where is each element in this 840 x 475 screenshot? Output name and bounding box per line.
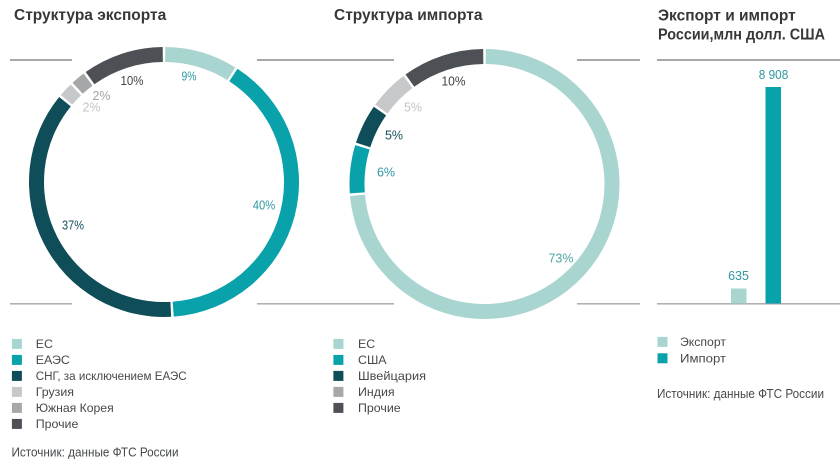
svg-text:Импорт: Импорт xyxy=(680,352,726,366)
svg-text:Экспорт: Экспорт xyxy=(680,335,726,349)
svg-text:5%: 5% xyxy=(404,101,422,115)
svg-text:2%: 2% xyxy=(82,101,100,115)
svg-text:Структура импорта: Структура импорта xyxy=(334,7,483,24)
svg-text:9%: 9% xyxy=(182,70,197,84)
svg-text:Прочие: Прочие xyxy=(36,417,79,431)
svg-text:Грузия: Грузия xyxy=(36,385,74,399)
svg-text:Индия: Индия xyxy=(358,385,395,399)
svg-text:России,млн долл. США: России,млн долл. США xyxy=(658,27,825,44)
svg-text:Южная Корея: Южная Корея xyxy=(36,401,114,415)
svg-text:40%: 40% xyxy=(253,199,276,213)
svg-text:635: 635 xyxy=(728,269,749,283)
svg-text:Швейцария: Швейцария xyxy=(358,369,426,383)
svg-text:10%: 10% xyxy=(121,74,144,88)
svg-text:8 908: 8 908 xyxy=(759,68,789,82)
svg-text:5%: 5% xyxy=(385,129,403,143)
svg-text:ЕАЭС: ЕАЭС xyxy=(36,353,70,367)
svg-text:Структура экспорта: Структура экспорта xyxy=(14,7,167,24)
svg-text:6%: 6% xyxy=(377,166,395,180)
svg-text:Источник: данные ФТС России: Источник: данные ФТС России xyxy=(12,446,179,460)
svg-text:США: США xyxy=(358,353,387,367)
svg-text:СНГ, за исключением ЕАЭС: СНГ, за исключением ЕАЭС xyxy=(36,369,187,383)
svg-text:2%: 2% xyxy=(92,89,110,103)
svg-text:Прочие: Прочие xyxy=(358,401,401,415)
svg-text:ЕС: ЕС xyxy=(358,337,375,351)
svg-text:Экспорт и импорт: Экспорт и импорт xyxy=(658,8,796,25)
svg-text:73%: 73% xyxy=(548,252,573,266)
svg-text:ЕС: ЕС xyxy=(36,337,53,351)
svg-text:10%: 10% xyxy=(442,75,466,89)
svg-text:Источник: данные ФТС России: Источник: данные ФТС России xyxy=(657,387,824,401)
svg-text:37%: 37% xyxy=(62,219,84,233)
